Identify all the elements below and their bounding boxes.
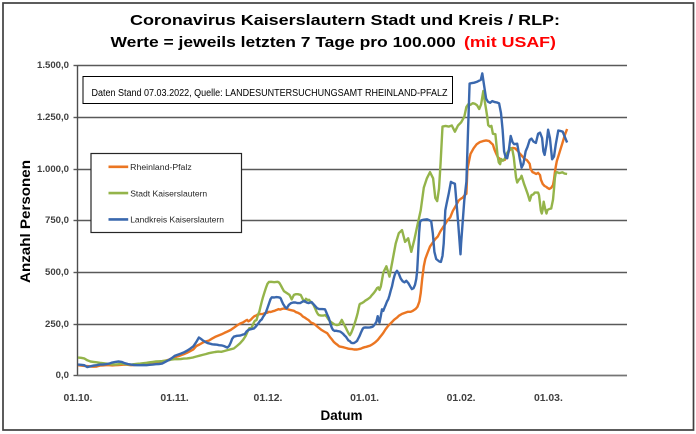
svg-text:01.12.: 01.12. [254,393,283,404]
svg-text:Stadt Kaiserslautern: Stadt Kaiserslautern [130,188,207,198]
svg-text:500,0: 500,0 [45,267,69,278]
svg-text:Landkreis Kaiserslautern: Landkreis Kaiserslautern [130,215,224,225]
svg-text:1.250,0: 1.250,0 [37,112,69,123]
svg-text:01.03.: 01.03. [534,393,563,404]
svg-text:750,0: 750,0 [45,215,69,226]
svg-text:250,0: 250,0 [45,319,69,330]
svg-text:1.500,0: 1.500,0 [37,60,69,71]
svg-text:0,0: 0,0 [56,370,69,381]
svg-text:Werte = jeweils letzten 7 Tage: Werte = jeweils letzten 7 Tage pro 100.0… [111,34,557,51]
svg-text:01.10.: 01.10. [64,393,93,404]
svg-text:Coronavirus Kaiserslautern Sta: Coronavirus Kaiserslautern Stadt und Kre… [130,12,560,29]
svg-text:Anzahl Personen: Anzahl Personen [17,160,33,283]
svg-text:1.000,0: 1.000,0 [37,164,69,175]
svg-text:Daten Stand 07.03.2022, Quelle: Daten Stand 07.03.2022, Quelle: LANDESUN… [92,88,448,99]
svg-text:01.01.: 01.01. [350,393,379,404]
svg-text:01.02.: 01.02. [447,393,476,404]
svg-text:01.11.: 01.11. [160,393,188,404]
svg-text:Datum: Datum [320,408,362,423]
svg-text:Rheinland-Pfalz: Rheinland-Pfalz [130,162,192,172]
